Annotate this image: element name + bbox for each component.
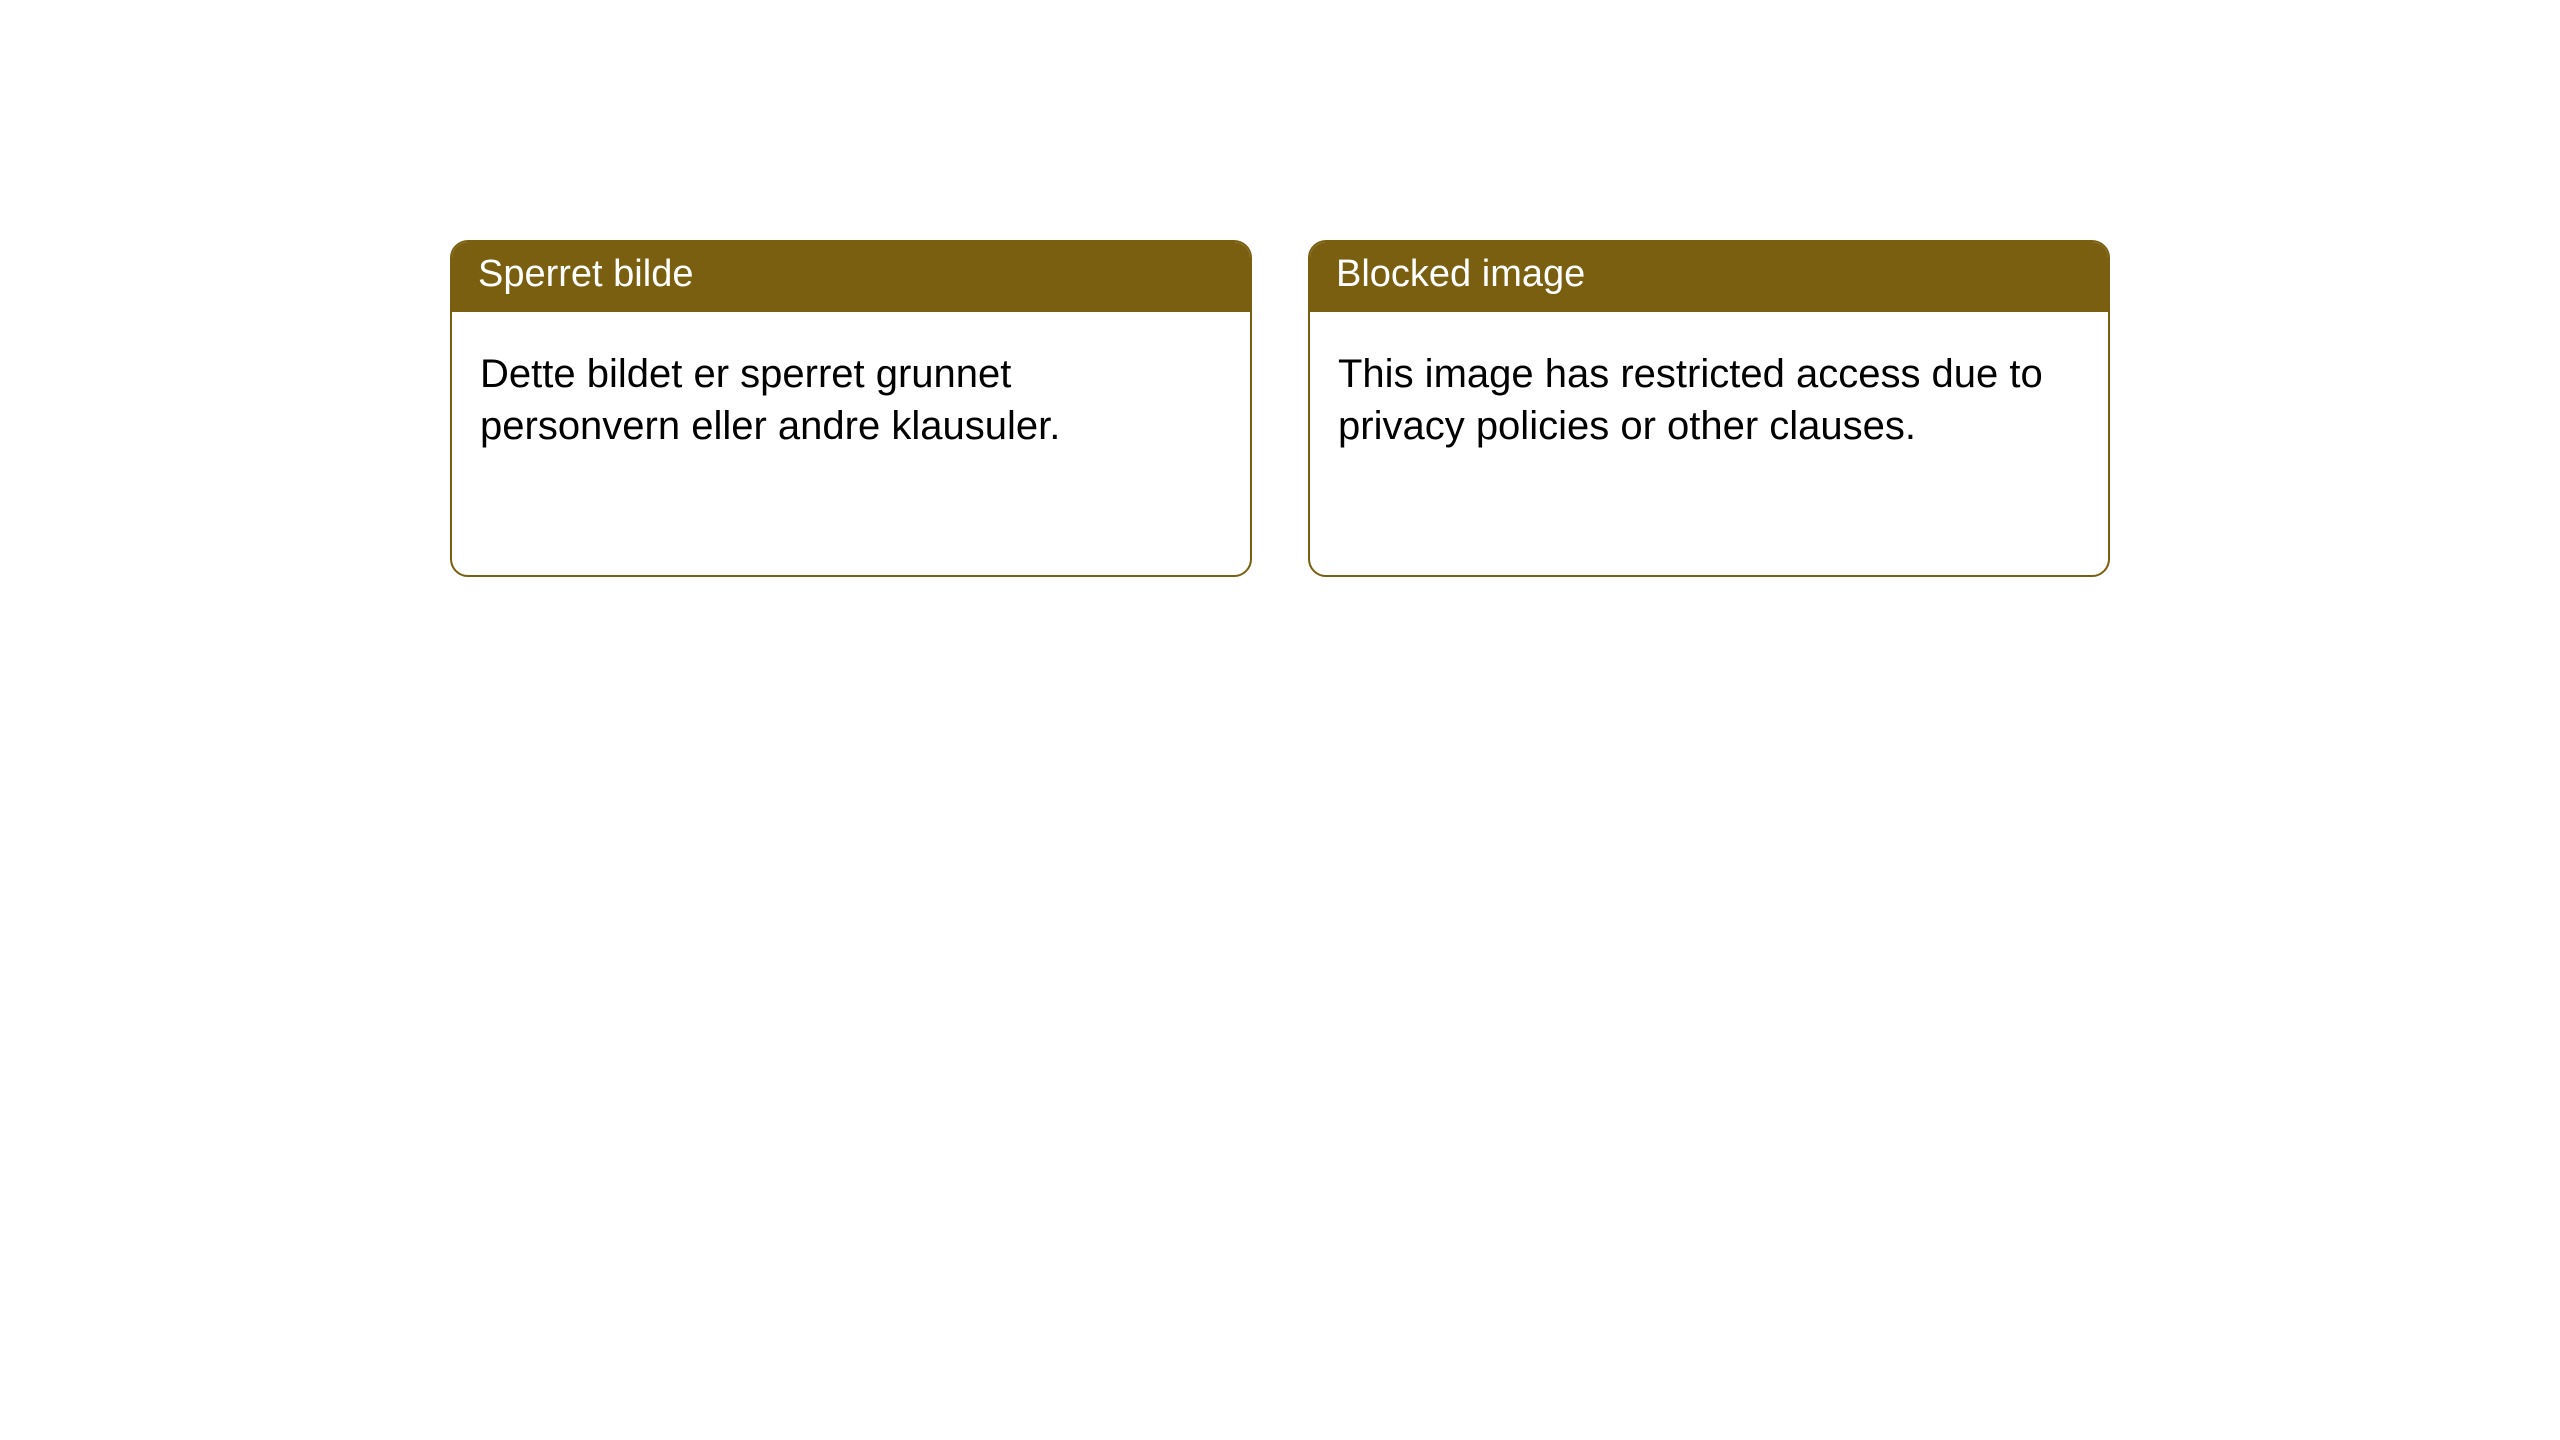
- card-header: Sperret bilde: [452, 242, 1250, 312]
- card-header: Blocked image: [1310, 242, 2108, 312]
- notice-card-english: Blocked image This image has restricted …: [1308, 240, 2110, 577]
- notice-card-norwegian: Sperret bilde Dette bildet er sperret gr…: [450, 240, 1252, 577]
- card-body: Dette bildet er sperret grunnet personve…: [452, 312, 1250, 488]
- notice-cards-container: Sperret bilde Dette bildet er sperret gr…: [0, 0, 2560, 577]
- card-body: This image has restricted access due to …: [1310, 312, 2108, 488]
